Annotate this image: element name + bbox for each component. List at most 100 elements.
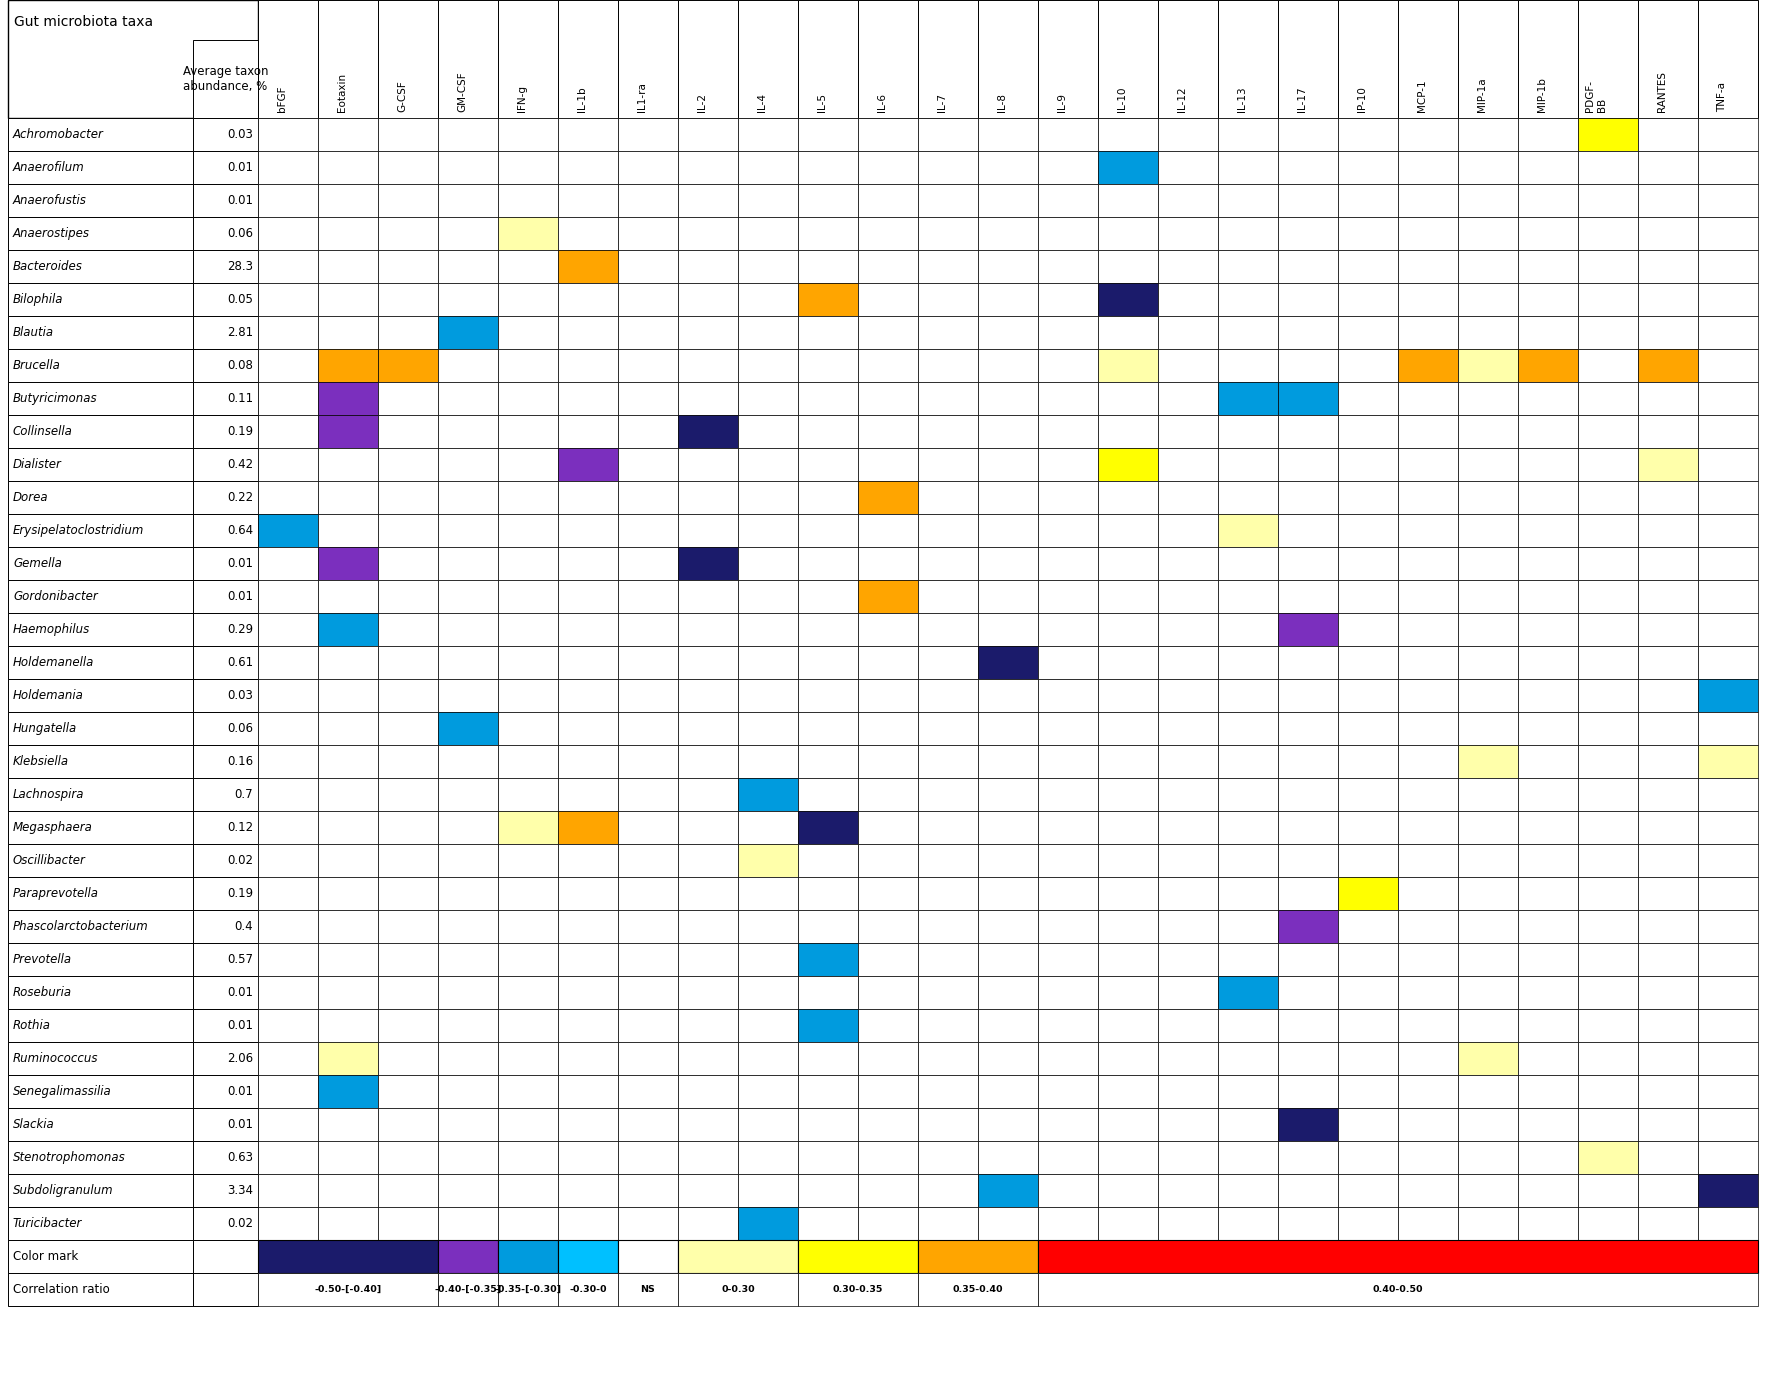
Bar — [1099, 481, 1157, 515]
Bar — [1278, 910, 1338, 943]
Bar — [858, 448, 918, 481]
Bar — [1278, 184, 1338, 217]
Bar — [737, 448, 797, 481]
Bar — [1398, 943, 1458, 976]
Bar — [1458, 217, 1519, 250]
Bar — [438, 712, 498, 746]
Text: 0.63: 0.63 — [227, 1150, 253, 1164]
Text: 0.35-0.40: 0.35-0.40 — [953, 1285, 1003, 1294]
Bar — [618, 1141, 679, 1174]
Bar — [797, 415, 858, 448]
Text: IL-2: IL-2 — [696, 93, 707, 113]
Bar — [978, 1174, 1038, 1207]
Bar — [317, 217, 377, 250]
Bar — [558, 217, 618, 250]
Bar — [558, 844, 618, 876]
Text: IP-10: IP-10 — [1357, 86, 1366, 113]
Bar — [978, 184, 1038, 217]
Bar — [1157, 613, 1217, 645]
Bar — [1698, 282, 1758, 316]
Bar — [618, 712, 679, 746]
Bar — [918, 481, 978, 515]
Text: 0.11: 0.11 — [227, 392, 253, 405]
Bar — [438, 910, 498, 943]
Text: Bacteroides: Bacteroides — [12, 260, 83, 273]
Bar — [498, 250, 558, 282]
Bar — [918, 118, 978, 152]
Bar — [1637, 876, 1698, 910]
Bar — [377, 1141, 438, 1174]
Bar — [1278, 1109, 1338, 1141]
Bar — [1698, 679, 1758, 712]
Bar — [679, 580, 737, 613]
Bar — [259, 778, 317, 811]
Bar — [1038, 118, 1099, 152]
Bar — [9, 778, 193, 811]
Text: IL-5: IL-5 — [817, 93, 828, 113]
Bar — [797, 811, 858, 844]
Bar — [1338, 250, 1398, 282]
Bar — [9, 217, 193, 250]
Bar — [679, 679, 737, 712]
Text: Collinsella: Collinsella — [12, 426, 73, 438]
Bar — [377, 580, 438, 613]
Bar — [1698, 1109, 1758, 1141]
Bar — [1099, 876, 1157, 910]
Bar — [1698, 1174, 1758, 1207]
Bar — [498, 217, 558, 250]
Bar — [193, 1273, 259, 1306]
Bar — [797, 580, 858, 613]
Bar — [259, 1174, 317, 1207]
Bar — [1637, 844, 1698, 876]
Bar — [1278, 118, 1338, 152]
Bar — [918, 250, 978, 282]
Bar — [317, 1008, 377, 1042]
Bar — [377, 976, 438, 1008]
Bar — [193, 1174, 259, 1207]
Bar — [858, 250, 918, 282]
Bar — [1217, 0, 1278, 118]
Bar — [1519, 1042, 1579, 1075]
Bar — [1579, 481, 1637, 515]
Text: Gordonibacter: Gordonibacter — [12, 590, 97, 604]
Bar — [1217, 547, 1278, 580]
Bar — [558, 811, 618, 844]
Bar — [679, 118, 737, 152]
Bar — [558, 746, 618, 778]
Bar — [1099, 844, 1157, 876]
Bar — [317, 547, 377, 580]
Bar — [679, 910, 737, 943]
Bar — [1579, 613, 1637, 645]
Bar — [438, 1174, 498, 1207]
Bar — [618, 746, 679, 778]
Bar — [377, 811, 438, 844]
Bar — [978, 811, 1038, 844]
Bar — [317, 250, 377, 282]
Bar — [377, 613, 438, 645]
Bar — [1698, 712, 1758, 746]
Bar — [317, 152, 377, 184]
Bar — [858, 645, 918, 679]
Bar — [317, 349, 377, 383]
Bar — [498, 1042, 558, 1075]
Text: 0.02: 0.02 — [227, 1217, 253, 1230]
Bar — [1398, 0, 1458, 118]
Bar — [1157, 778, 1217, 811]
Bar — [679, 481, 737, 515]
Bar — [193, 712, 259, 746]
Bar — [679, 1207, 737, 1239]
Bar — [1637, 1207, 1698, 1239]
Bar — [1217, 1207, 1278, 1239]
Bar — [918, 1273, 1038, 1306]
Bar — [1038, 547, 1099, 580]
Bar — [918, 1008, 978, 1042]
Bar — [259, 282, 317, 316]
Bar — [1579, 217, 1637, 250]
Bar — [1637, 250, 1698, 282]
Bar — [438, 1207, 498, 1239]
Bar — [918, 746, 978, 778]
Bar — [978, 645, 1038, 679]
Bar — [737, 1207, 797, 1239]
Bar — [1698, 613, 1758, 645]
Bar — [1099, 316, 1157, 349]
